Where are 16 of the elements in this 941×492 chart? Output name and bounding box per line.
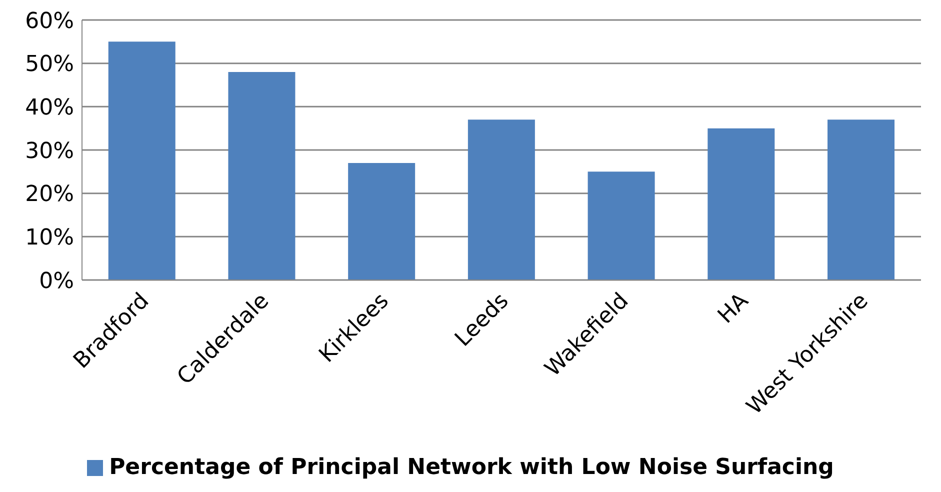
- y-tick-label: 10%: [25, 225, 74, 250]
- y-tick-label: 20%: [25, 182, 74, 208]
- y-tick-label: 30%: [25, 138, 74, 164]
- y-tick-label: 0%: [39, 268, 74, 294]
- bar: [108, 42, 176, 280]
- bar: [588, 172, 655, 280]
- bar: [828, 120, 895, 280]
- bar: [708, 128, 775, 280]
- bar: [468, 120, 535, 280]
- bar: [348, 163, 416, 280]
- x-tick-label: HA: [713, 288, 754, 329]
- y-tick-label: 50%: [25, 52, 74, 78]
- legend-label: Percentage of Principal Network with Low Noise Surfacing: [109, 455, 834, 480]
- y-tick-label: 60%: [25, 8, 74, 34]
- bar: [228, 72, 296, 280]
- y-tick-label: 40%: [25, 95, 74, 120]
